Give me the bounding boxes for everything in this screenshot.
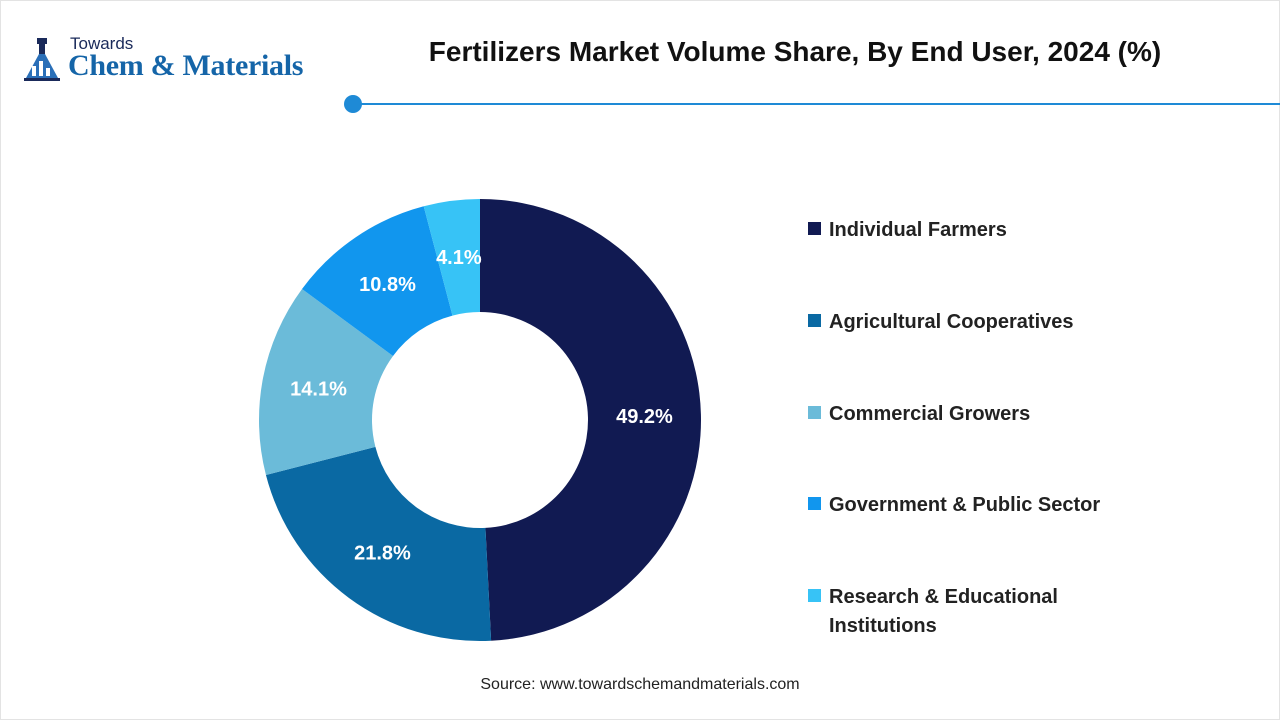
brand-logo: Towards Chem & Materials: [22, 34, 342, 88]
legend-swatch: [808, 497, 821, 510]
slice-data-label: 10.8%: [359, 274, 416, 296]
flask-chart-icon: [24, 38, 60, 81]
slice-data-label: 4.1%: [436, 247, 482, 269]
logo-big-text: Chem & Materials: [68, 49, 304, 82]
legend-swatch: [808, 314, 821, 327]
source-note: Source: www.towardschemandmaterials.com: [480, 676, 800, 693]
donut-slice: [423, 199, 480, 316]
legend-label: Research & Educational Institutions: [829, 586, 1058, 637]
donut-slice: [480, 199, 701, 641]
legend-label: Government & Public Sector: [829, 494, 1101, 516]
legend-label: Agricultural Cooperatives: [829, 311, 1074, 333]
slice-data-label: 14.1%: [290, 379, 347, 401]
chart-title: Fertilizers Market Volume Share, By End …: [428, 36, 1162, 67]
slice-data-label: 49.2%: [616, 406, 673, 428]
donut-slice: [259, 288, 394, 475]
legend-label: Commercial Growers: [829, 403, 1031, 425]
divider-line: [353, 103, 1280, 105]
title-divider: [344, 95, 1280, 113]
divider-dot: [344, 95, 362, 113]
legend-swatch: [808, 406, 821, 419]
logo-small-text: Towards: [70, 34, 134, 53]
legend-swatch: [808, 589, 821, 602]
donut-chart: 49.2% 21.8% 14.1% 10.8% 4.1%: [259, 199, 701, 641]
donut-slice: [302, 206, 453, 356]
legend-swatch: [808, 222, 821, 235]
donut-slice: [265, 446, 492, 641]
legend-label: Individual Farmers: [829, 219, 1007, 241]
slice-data-label: 21.8%: [354, 542, 411, 564]
